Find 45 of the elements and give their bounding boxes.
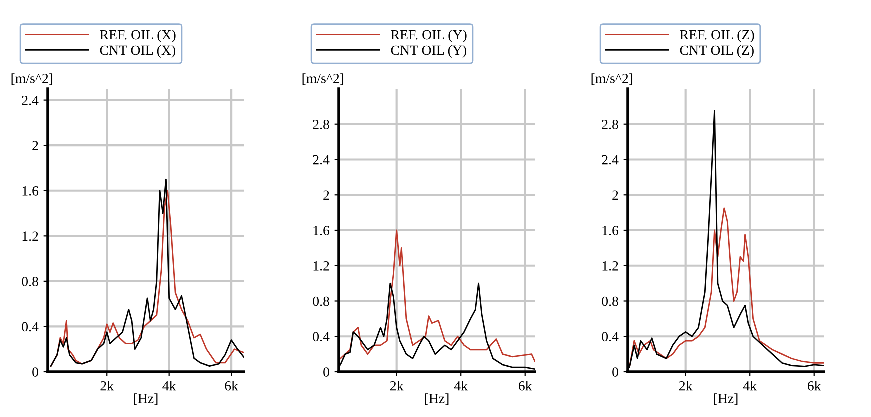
y-tick-label: 1.2: [602, 261, 618, 271]
legend-label: REF. OIL (X): [100, 30, 176, 43]
x-tick-label: 2k: [100, 381, 114, 391]
x-tick-label: 2k: [680, 381, 693, 391]
legend-label: CNT OIL (Z): [680, 45, 754, 58]
y-tick-label: 1.2: [314, 261, 330, 271]
y-tick-label: 0.8: [22, 277, 38, 286]
y-tick-label: 1.6: [22, 186, 39, 196]
x-tick-label: 4k: [743, 381, 758, 391]
legend-label: REF. OIL (Z): [680, 30, 754, 43]
y-tick-label: 2.8: [602, 120, 618, 130]
y-tick-label: 2.4: [602, 155, 619, 165]
x-tick-label: 6k: [519, 381, 532, 391]
x-tick-label: 2k: [390, 381, 404, 391]
legend-label: CNT OIL (Y): [391, 45, 466, 58]
y-tick-label: 0.8: [602, 296, 618, 306]
y-tick-label: 0.4: [313, 332, 330, 342]
legend-label: CNT OIL (X): [100, 45, 176, 58]
y-tick-label: 1.6: [602, 226, 619, 236]
y-tick-label: 0.8: [313, 296, 330, 306]
y-tick-label: 0: [612, 368, 618, 377]
x-tick-label: 6k: [225, 381, 238, 391]
y-tick-label: 2: [324, 190, 330, 200]
x-axis-title: [Hz]: [134, 394, 158, 406]
y-tick-label: 2: [32, 141, 38, 150]
y-tick-label: 2: [612, 190, 618, 200]
y-tick-label: 0.4: [602, 332, 619, 342]
y-tick-label: 1.2: [22, 232, 38, 242]
y-axis-title: [m/s^2]: [592, 74, 633, 86]
legend-label: REF. OIL (Y): [391, 30, 467, 43]
y-axis-title: [m/s^2]: [302, 74, 344, 86]
x-axis-title: [Hz]: [425, 394, 449, 406]
y-tick-label: 2.4: [313, 155, 330, 165]
y-axis-title: [m/s^2]: [12, 74, 53, 86]
x-tick-label: 4k: [162, 381, 176, 391]
line-series: [340, 230, 535, 362]
y-tick-label: 0: [324, 368, 330, 377]
y-tick-label: 2.8: [313, 120, 330, 130]
x-tick-label: 6k: [808, 381, 822, 391]
x-tick-label: 4k: [454, 381, 468, 391]
y-tick-label: 0: [32, 368, 38, 377]
x-axis-title: [Hz]: [714, 394, 738, 406]
y-tick-label: 2.4: [22, 96, 39, 106]
y-tick-label: 0.4: [22, 322, 39, 332]
y-tick-label: 1.6: [314, 226, 330, 236]
